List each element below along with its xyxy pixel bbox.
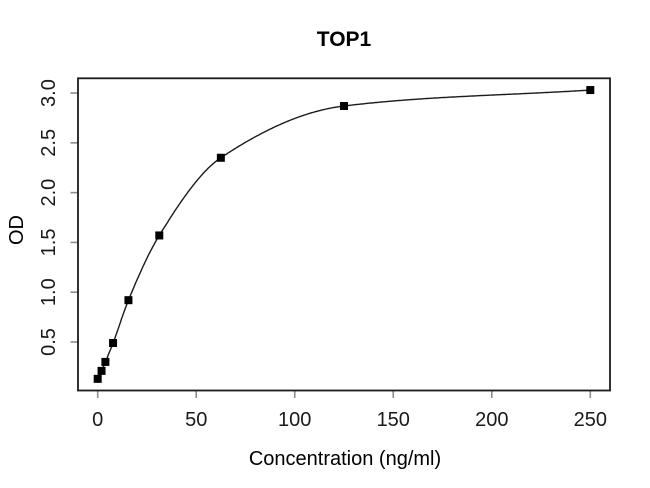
x-tick-label: 250 — [574, 409, 607, 431]
x-tick-label: 100 — [278, 409, 311, 431]
y-tick-label: 2.5 — [38, 129, 60, 157]
y-tick-label: 1.5 — [38, 229, 60, 257]
y-tick-label: 2.0 — [38, 179, 60, 207]
x-tick-label: 200 — [475, 409, 508, 431]
data-point-square — [340, 101, 348, 110]
x-axis-label: Concentration (ng/ml) — [249, 448, 441, 470]
x-tick-label: 50 — [185, 409, 207, 431]
data-point-square — [155, 231, 164, 240]
axis-ticks-layer: 0 50 100 150 200 250 0.5 1.0 1.5 2.0 2.5 3.0 — [38, 79, 607, 431]
data-point-square — [216, 153, 225, 162]
plot-box-border — [77, 77, 611, 392]
data-point-square — [97, 366, 106, 375]
data-point-square — [124, 296, 133, 305]
data-point-square — [93, 374, 102, 383]
x-tick-label: 150 — [377, 409, 410, 431]
y-tick-label: 0.5 — [38, 328, 60, 356]
y-tick-label: 1.0 — [38, 278, 60, 306]
data-point-square — [586, 86, 595, 95]
y-tick-label: 3.0 — [38, 79, 60, 107]
x-tick-label: 0 — [92, 409, 103, 431]
y-axis-label: OD — [6, 215, 28, 245]
data-series-layer — [93, 86, 595, 383]
chart-title: TOP1 — [317, 28, 372, 51]
data-point-square — [101, 357, 110, 366]
fit-curve-line — [97, 89, 591, 380]
data-point-square — [109, 338, 118, 347]
